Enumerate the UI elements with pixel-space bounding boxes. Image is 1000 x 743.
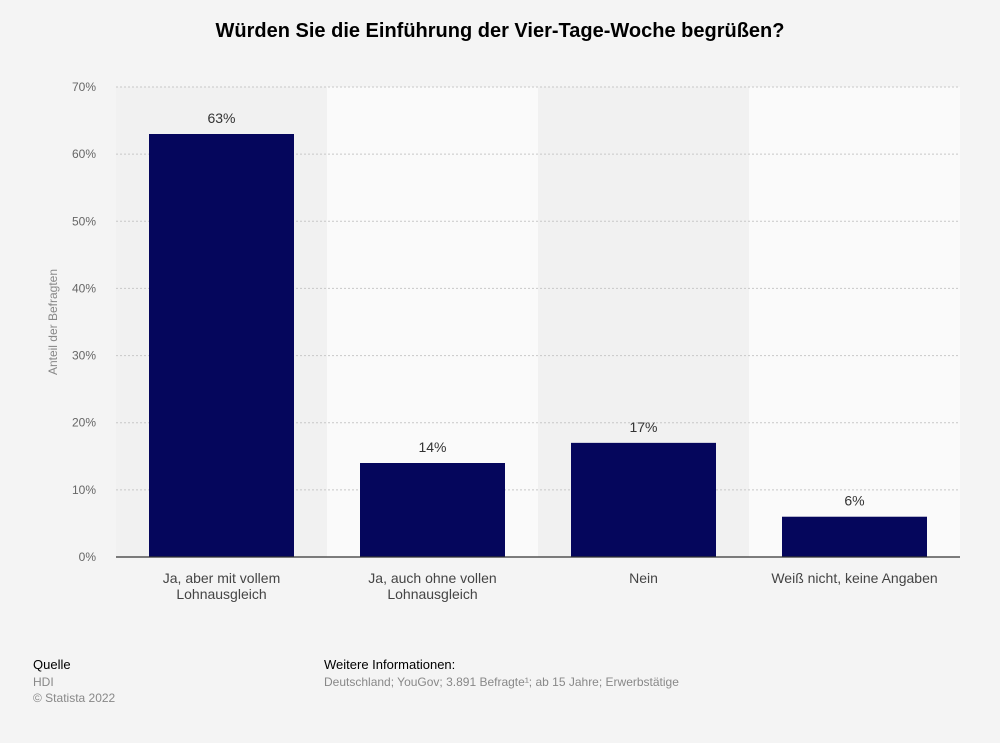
- y-tick-label: 30%: [72, 349, 96, 363]
- data-label: 63%: [207, 110, 235, 126]
- x-tick-label-line: Lohnausgleich: [176, 586, 266, 602]
- data-label: 17%: [629, 419, 657, 435]
- bar: [782, 516, 927, 557]
- source-block: Quelle HDI © Statista 2022: [33, 657, 115, 706]
- x-tick-label-line: Ja, aber mit vollem: [163, 570, 280, 586]
- y-tick-label: 70%: [72, 80, 96, 94]
- y-tick-label: 20%: [72, 416, 96, 430]
- source-heading: Quelle: [33, 657, 71, 672]
- x-tick-label: Ja, aber mit vollem Lohnausgleich: [163, 570, 280, 602]
- x-tick-label: Nein: [629, 570, 658, 586]
- bar: [571, 442, 716, 557]
- x-tick-label-line: Lohnausgleich: [387, 586, 477, 602]
- chart-title: Würden Sie die Einführung der Vier-Tage-…: [215, 20, 785, 42]
- source-name: HDI: [33, 675, 54, 689]
- x-tick-label-line: Ja, auch ohne vollen: [368, 570, 496, 586]
- info-heading: Weitere Informationen:: [324, 657, 456, 672]
- x-tick-label: Weiß nicht, keine Angaben: [771, 570, 937, 586]
- x-tick-label-line: Weiß nicht, keine Angaben: [771, 570, 937, 586]
- y-tick-label: 60%: [72, 147, 96, 161]
- x-tick-label-line: Nein: [629, 570, 658, 586]
- y-tick-label: 10%: [72, 483, 96, 497]
- column-band: [749, 87, 960, 557]
- x-tick-label: Ja, auch ohne vollen Lohnausgleich: [368, 570, 496, 602]
- info-text: Deutschland; YouGov; 3.891 Befragte¹; ab…: [324, 675, 679, 689]
- info-block: Weitere Informationen: Deutschland; YouG…: [324, 657, 679, 690]
- y-tick-label: 0%: [79, 550, 97, 564]
- copyright: © Statista 2022: [33, 691, 116, 705]
- y-tick-label: 40%: [72, 281, 96, 295]
- y-tick-label: 50%: [72, 214, 96, 228]
- bar: [149, 134, 294, 557]
- bar: [360, 463, 505, 557]
- data-label: 14%: [418, 439, 446, 455]
- y-axis-title: Anteil der Befragten: [46, 269, 60, 375]
- data-label: 6%: [844, 493, 864, 509]
